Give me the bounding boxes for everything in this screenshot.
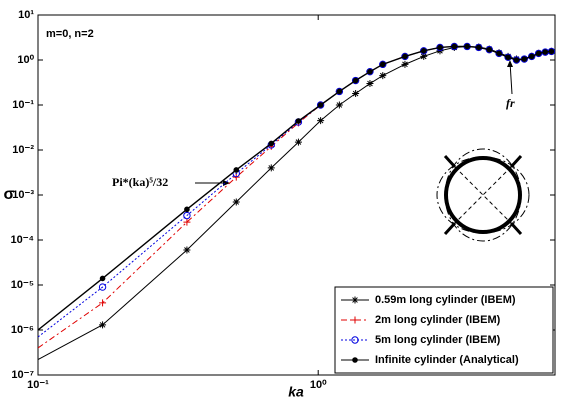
marker xyxy=(464,43,470,50)
annotation: m=0, n=2 xyxy=(46,28,94,40)
marker xyxy=(367,68,373,75)
icon-line xyxy=(443,154,457,169)
x-tick-label: 10⁰ xyxy=(310,379,327,391)
marker xyxy=(294,138,302,146)
y-tick-label: 10⁻⁴ xyxy=(11,234,34,246)
legend-label: Infinite cylinder (Analytical) xyxy=(375,354,519,366)
marker xyxy=(233,167,240,173)
y-axis-label: σ xyxy=(4,186,15,203)
arrow-head xyxy=(223,180,230,186)
marker xyxy=(99,299,107,307)
y-tick-label: 10⁻² xyxy=(12,144,34,156)
marker xyxy=(402,53,408,60)
marker xyxy=(379,72,387,80)
y-tick-label: 10⁻⁶ xyxy=(11,324,34,336)
icon-line xyxy=(443,221,457,236)
icon-line xyxy=(509,154,523,169)
marker xyxy=(352,90,360,98)
marker xyxy=(99,275,106,282)
y-tick-label: 10⁻⁷ xyxy=(11,369,34,381)
x-axis-label: ka xyxy=(288,384,304,400)
icon-line xyxy=(509,221,523,236)
marker xyxy=(351,76,360,85)
marker xyxy=(352,77,359,84)
marker xyxy=(379,60,387,69)
marker xyxy=(98,283,107,291)
marker xyxy=(513,57,520,63)
marker xyxy=(335,101,343,109)
marker xyxy=(379,61,386,68)
legend-box xyxy=(334,286,554,374)
marker xyxy=(295,118,302,124)
x-tick-label: 10⁻¹ xyxy=(27,379,49,391)
marker xyxy=(366,80,374,88)
marker xyxy=(528,53,535,60)
marker xyxy=(496,50,502,57)
marker xyxy=(486,46,493,53)
legend-label: 5m long cylinder (IBEM) xyxy=(375,334,501,346)
legend-label: 0.59m long cylinder (IBEM) xyxy=(375,294,516,306)
marker xyxy=(352,357,358,363)
marker xyxy=(401,52,409,61)
marker xyxy=(401,60,409,68)
marker xyxy=(351,316,359,324)
marker xyxy=(184,206,190,213)
marker xyxy=(451,43,458,50)
legend-marker xyxy=(351,316,359,324)
marker xyxy=(495,49,503,58)
marker xyxy=(316,101,325,109)
marker xyxy=(183,218,191,226)
marker xyxy=(505,54,511,61)
marker xyxy=(351,336,359,344)
icon-ellipse xyxy=(436,156,530,234)
marker xyxy=(504,53,512,61)
annotation: Pi*(ka)⁵/32 xyxy=(112,175,168,189)
y-tick-label: 10⁻¹ xyxy=(12,99,34,111)
marker xyxy=(521,56,528,62)
y-tick-label: 10⁻³ xyxy=(12,189,34,201)
legend-marker xyxy=(352,357,358,363)
legend-marker xyxy=(351,296,359,304)
icon-line xyxy=(454,166,512,224)
icon-circle xyxy=(444,156,522,234)
annotation: fr xyxy=(506,96,515,110)
marker xyxy=(475,44,482,51)
y-tick-label: 10⁰ xyxy=(17,54,34,66)
y-tick-label: 10¹ xyxy=(18,9,34,21)
marker xyxy=(548,48,555,55)
legend-marker xyxy=(351,336,359,344)
marker xyxy=(527,52,536,61)
arrow-head xyxy=(507,60,513,67)
marker xyxy=(317,102,324,108)
marker xyxy=(542,49,549,55)
marker xyxy=(366,67,374,76)
marker xyxy=(268,140,275,147)
icon-ellipse xyxy=(444,148,522,242)
arrow xyxy=(509,61,513,95)
icon-line xyxy=(454,166,512,224)
marker xyxy=(420,48,427,54)
marker xyxy=(183,211,191,220)
marker xyxy=(437,44,443,51)
marker xyxy=(267,164,275,172)
marker xyxy=(317,117,325,125)
marker xyxy=(183,246,191,254)
marker xyxy=(99,321,107,329)
cylinder-icon xyxy=(436,148,530,242)
marker xyxy=(420,52,428,60)
y-tick-label: 10⁻⁵ xyxy=(11,279,34,291)
legend-label: 2m long cylinder (IBEM) xyxy=(375,314,501,326)
marker xyxy=(351,296,359,304)
marker xyxy=(232,198,240,206)
marker xyxy=(336,88,343,95)
marker xyxy=(335,87,344,96)
marker xyxy=(535,50,542,57)
